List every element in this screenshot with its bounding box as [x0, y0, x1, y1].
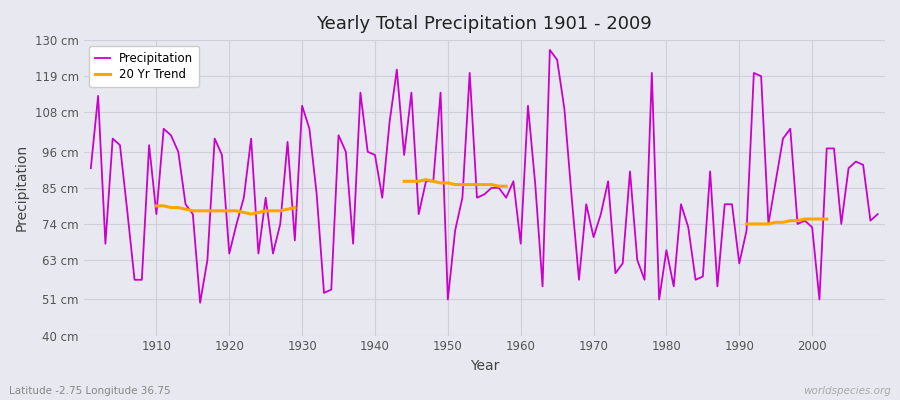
- Precipitation: [355, 90, 365, 95]
- Precipitation: [516, 241, 526, 246]
- 20 Yr Trend: [158, 204, 169, 208]
- Y-axis label: Precipitation: Precipitation: [15, 144, 29, 232]
- Text: worldspecies.org: worldspecies.org: [803, 386, 891, 396]
- 20 Yr Trend: [290, 205, 301, 210]
- Precipitation: [311, 192, 322, 197]
- 20 Yr Trend: [260, 208, 271, 213]
- Precipitation: [194, 300, 205, 305]
- Precipitation: [617, 261, 628, 266]
- Legend: Precipitation, 20 Yr Trend: Precipitation, 20 Yr Trend: [89, 46, 199, 87]
- 20 Yr Trend: [187, 208, 198, 213]
- 20 Yr Trend: [202, 208, 212, 213]
- Precipitation: [872, 212, 883, 216]
- 20 Yr Trend: [217, 208, 228, 213]
- 20 Yr Trend: [238, 210, 249, 215]
- 20 Yr Trend: [274, 208, 285, 213]
- Precipitation: [86, 166, 96, 170]
- 20 Yr Trend: [253, 210, 264, 215]
- 20 Yr Trend: [210, 208, 220, 213]
- Precipitation: [523, 103, 534, 108]
- Line: Precipitation: Precipitation: [91, 50, 878, 303]
- 20 Yr Trend: [194, 208, 205, 213]
- X-axis label: Year: Year: [470, 359, 499, 373]
- 20 Yr Trend: [180, 207, 191, 212]
- 20 Yr Trend: [151, 204, 162, 208]
- 20 Yr Trend: [282, 207, 292, 212]
- Precipitation: [144, 143, 155, 148]
- Title: Yearly Total Precipitation 1901 - 2009: Yearly Total Precipitation 1901 - 2009: [317, 15, 652, 33]
- Precipitation: [544, 48, 555, 52]
- 20 Yr Trend: [166, 205, 176, 210]
- 20 Yr Trend: [173, 205, 184, 210]
- 20 Yr Trend: [231, 208, 242, 213]
- Line: 20 Yr Trend: 20 Yr Trend: [157, 206, 295, 214]
- 20 Yr Trend: [267, 208, 278, 213]
- Text: Latitude -2.75 Longitude 36.75: Latitude -2.75 Longitude 36.75: [9, 386, 171, 396]
- 20 Yr Trend: [224, 208, 235, 213]
- 20 Yr Trend: [246, 212, 256, 216]
